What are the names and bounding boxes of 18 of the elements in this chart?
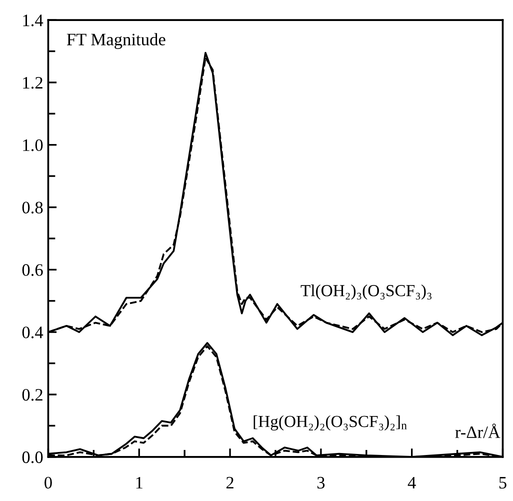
y-axis-title: FT Magnitude	[66, 33, 166, 49]
x-axis-title: r-Δr/Å	[455, 424, 500, 438]
annotation: Tl(OH₂)₃(O₃SCF₃)₃	[300, 284, 432, 300]
x-tick-label: 4	[408, 476, 416, 488]
y-tick-label: 1.4	[23, 14, 44, 26]
y-tick-label: 0.4	[22, 326, 44, 338]
y-tick-label: 0.0	[22, 451, 43, 464]
x-tick-label: 3	[317, 476, 325, 489]
y-tick-label: 1.0	[23, 139, 43, 152]
x-tick-label: 2	[226, 476, 234, 488]
x-tick-label: 1	[136, 476, 142, 488]
y-tick-label: 1.2	[23, 76, 42, 89]
x-tick-label: 5	[499, 477, 506, 489]
x-tick-label: 0	[44, 476, 52, 489]
y-tick-label: 0.8	[22, 202, 43, 214]
y-tick-label: 0.2	[22, 388, 42, 401]
annotation: [Hg(OH₂)₂(O₃SCF₃)₂]$_{n}$	[254, 415, 407, 431]
y-tick-label: 0.6	[22, 264, 43, 276]
